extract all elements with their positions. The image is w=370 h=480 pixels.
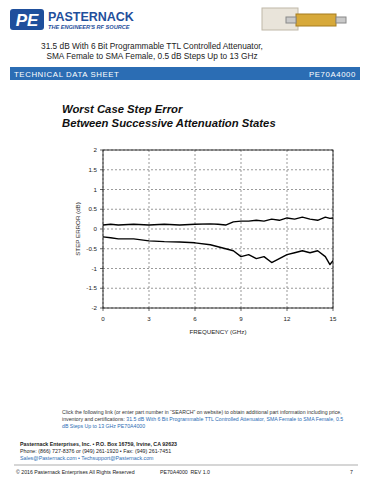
note-paragraph: Click the following link (or enter part … bbox=[62, 409, 344, 430]
tick bbox=[103, 308, 104, 311]
tagline: THE ENGINEER'S RF SOURCE bbox=[48, 24, 130, 30]
series-group bbox=[103, 217, 333, 264]
brand: PASTERNACK bbox=[48, 10, 134, 24]
tick bbox=[100, 229, 103, 230]
page-graphics: PEPASTERNACKTHE ENGINEER'S RF SOURCE31.5… bbox=[0, 0, 370, 480]
chart-subtitle: Between Successive Attenuation States bbox=[62, 117, 276, 129]
tick bbox=[100, 268, 103, 269]
chart-title: Worst Case Step Error bbox=[62, 103, 183, 115]
series-line bbox=[103, 217, 333, 225]
grid-line bbox=[149, 150, 150, 308]
product-connector bbox=[286, 17, 296, 23]
copyright: © 2016 Pasternack Enterprises All Rights… bbox=[16, 469, 135, 475]
title-bar bbox=[10, 67, 360, 80]
emails: Sales@Pasternack.com • Techsupport@Paste… bbox=[20, 455, 154, 461]
y-tick-label: 0 bbox=[94, 225, 98, 232]
y-tick-label: 1.5 bbox=[88, 166, 97, 173]
product-box bbox=[262, 8, 298, 30]
tick bbox=[100, 308, 103, 309]
tick bbox=[100, 288, 103, 289]
y-axis-label: STEP ERROR (dB) bbox=[74, 202, 81, 256]
x-tick-label: 9 bbox=[239, 315, 243, 322]
phone-fax: Phone: (866) 727-8376 or (949) 261-1920 … bbox=[20, 448, 171, 454]
bar-left: TECHNICAL DATA SHEET bbox=[14, 70, 119, 79]
tick bbox=[195, 308, 196, 311]
grid-line bbox=[103, 268, 333, 269]
product-title: 31.5 dB With 6 Bit Programmable TTL Cont… bbox=[41, 41, 263, 51]
y-tick-label: -0.5 bbox=[86, 245, 97, 252]
tick bbox=[149, 308, 150, 311]
grid-line bbox=[287, 150, 288, 308]
x-tick-label: 3 bbox=[147, 315, 151, 322]
grid-line bbox=[103, 189, 333, 190]
grid-line bbox=[241, 150, 242, 308]
tick bbox=[100, 150, 103, 151]
x-tick-label: 15 bbox=[330, 315, 337, 322]
x-tick-label: 6 bbox=[193, 315, 197, 322]
tick bbox=[100, 169, 103, 170]
grid-line bbox=[103, 169, 333, 170]
grid-line bbox=[103, 288, 333, 289]
x-tick-label: 0 bbox=[101, 315, 105, 322]
logo-text: PE bbox=[16, 11, 39, 30]
company-address: Pasternack Enterprises, Inc. • P.O. Box … bbox=[20, 441, 177, 447]
doc-revision: PE70A4000 REV 1.0 bbox=[160, 469, 210, 475]
y-tick-label: 0.5 bbox=[88, 205, 97, 212]
x-tick-label: 12 bbox=[284, 315, 291, 322]
grid-line bbox=[103, 229, 333, 230]
page-number: 7 bbox=[350, 469, 353, 475]
tick bbox=[287, 308, 288, 311]
page: PEPASTERNACKTHE ENGINEER'S RF SOURCE31.5… bbox=[0, 0, 370, 480]
plot-frame bbox=[103, 150, 333, 308]
tick bbox=[333, 308, 334, 311]
y-tick-label: -2 bbox=[91, 304, 97, 311]
y-tick-label: -1.5 bbox=[86, 284, 97, 291]
tick bbox=[100, 209, 103, 210]
x-axis-label: FREQUENCY (GHz) bbox=[190, 328, 247, 335]
grid bbox=[100, 150, 333, 311]
y-tick-label: 2 bbox=[94, 146, 98, 153]
tick bbox=[241, 308, 242, 311]
tick bbox=[100, 248, 103, 249]
grid-line bbox=[103, 248, 333, 249]
tick bbox=[100, 189, 103, 190]
bar-right: PE70A4000 bbox=[309, 70, 356, 79]
product-body bbox=[296, 14, 336, 26]
grid-line bbox=[103, 209, 333, 210]
series-line bbox=[103, 237, 333, 265]
product-connector bbox=[336, 17, 346, 23]
grid-line bbox=[195, 150, 196, 308]
footer-rule bbox=[14, 465, 358, 466]
product-title: SMA Female to SMA Female, 0.5 dB Steps U… bbox=[46, 51, 257, 61]
logo-box bbox=[10, 9, 44, 30]
y-tick-label: 1 bbox=[94, 186, 98, 193]
y-tick-label: -1 bbox=[91, 265, 97, 272]
